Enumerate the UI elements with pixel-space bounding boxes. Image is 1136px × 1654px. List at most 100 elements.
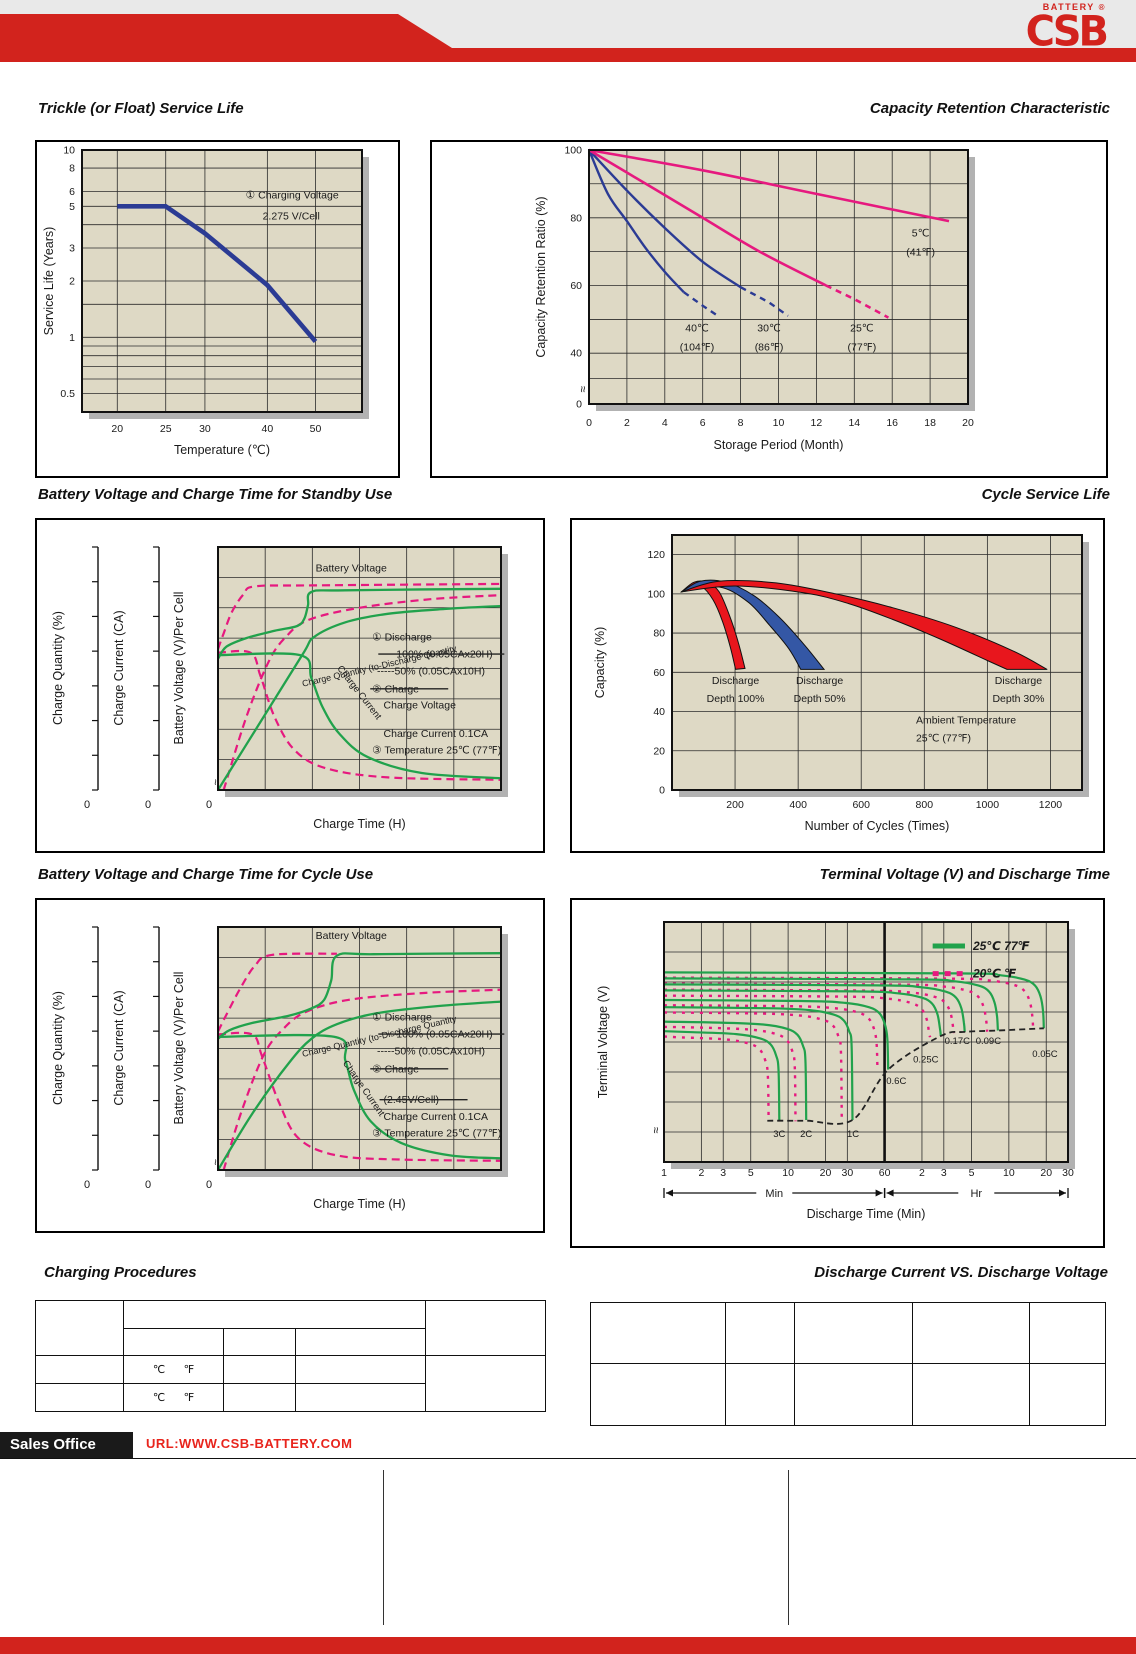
- company-url-link[interactable]: URL:WWW.CSB-BATTERY.COM: [146, 1436, 353, 1451]
- chart-label: Charge Current (CA): [112, 990, 126, 1105]
- table-cell: [35, 1300, 124, 1356]
- table-cell: [223, 1328, 296, 1356]
- chart-label: (41℉): [906, 246, 935, 258]
- plot-border: [217, 926, 502, 1171]
- x-axis-label: Charge Time (H): [313, 1197, 405, 1211]
- chart-label: Battery Voltage (V)/Per Cell: [172, 972, 186, 1125]
- y-tick-label: 3: [69, 242, 75, 254]
- c-rate-label: 0.05C: [1032, 1049, 1057, 1060]
- x-tick-label: 20: [820, 1167, 832, 1179]
- x-axis-label: Discharge Time (Min): [807, 1207, 926, 1221]
- series-retention-30c-proj: [740, 286, 789, 317]
- series-20c-2C: [663, 1025, 797, 1122]
- series-25c-0.09C: [663, 977, 999, 1031]
- x-axis-label: Temperature (℃): [174, 443, 270, 457]
- x-tick-label: 30: [841, 1167, 853, 1179]
- series-retention-30c: [588, 149, 742, 289]
- plot-border: [588, 149, 969, 405]
- x-axis-label: Storage Period (Month): [714, 438, 844, 452]
- series-charge-current-100pct: [217, 652, 502, 780]
- chart-capacity-canvas: 0 2 4 6 8 10 12 14 16 18 20 100 80 60 40 0 Storage Perio…: [534, 145, 975, 452]
- x-tick-label: 20: [111, 423, 123, 435]
- x-tick-label: 16: [886, 417, 898, 429]
- chart-label: Discharge: [712, 675, 759, 687]
- chart-label: 5℃: [912, 227, 930, 239]
- x-tick-label: 10: [782, 1167, 794, 1179]
- chart-terminal-canvas: 3C 2C 1C 0.6C 0.25C 0.17C 0.09C 0.05C 1 2 3 5 10 20 30…: [596, 921, 1075, 1221]
- x-tick-label: 4: [662, 417, 668, 429]
- table-cell: [1029, 1302, 1106, 1364]
- y-tick-label: 100: [564, 145, 582, 157]
- temp-units-cell: ℃ ℉: [123, 1383, 224, 1412]
- chart-cycle-use-canvas: Charge Time (H) Battery Voltage Charge Qua…: [51, 926, 508, 1211]
- chart-label: -----50% (0.05CAx10H): [377, 666, 485, 678]
- table-cell: [725, 1363, 795, 1426]
- chart-label: Charge Current 0.1CA: [384, 728, 488, 740]
- y-tick-label: 60: [570, 280, 582, 292]
- chart-label: (86℉): [755, 342, 784, 354]
- chart-label: Depth 100%: [707, 693, 765, 705]
- x-tick-label: 12: [811, 417, 823, 429]
- series-retention-25c: [588, 148, 827, 287]
- table-cell: [35, 1383, 124, 1412]
- plot-border: [217, 546, 502, 791]
- logo-wordmark: CSB: [1025, 7, 1109, 57]
- table-cell: [223, 1355, 296, 1384]
- x-tick-label: 6: [700, 417, 706, 429]
- band-discharge-depth-30pct: [680, 580, 1048, 670]
- csb-logo: BATTERY ® CSB: [982, 3, 1109, 57]
- table-cell: [223, 1383, 296, 1412]
- x-tick-label: 60: [879, 1167, 891, 1179]
- chart-label: ① Charging Voltage: [246, 189, 339, 201]
- chart-label: (77℉): [848, 342, 877, 354]
- plot-border: [81, 149, 363, 413]
- series-25c-3C: [663, 1030, 781, 1121]
- chart-label: Depth 30%: [992, 693, 1044, 705]
- x-tick-label: 25: [160, 423, 172, 435]
- y-axis-label: Capacity Retention Ratio (%): [534, 196, 548, 357]
- x-tick-label: 50: [310, 423, 322, 435]
- series-25c-2C: [663, 1020, 808, 1121]
- y-axis-label: Service Life (Years): [42, 227, 56, 336]
- x-tick-label: 1200: [1039, 799, 1063, 811]
- y-tick-label: 6: [69, 186, 75, 198]
- chart-trickle-canvas: 20 25 30 40 50 10 8 6 5 3 2 1 0.5 Temperature (℃) Serv…: [42, 145, 369, 457]
- y-tick-label: 0.5: [60, 388, 75, 400]
- title-trickle-service-life: Trickle (or Float) Service Life: [38, 100, 244, 117]
- chart-charge-time-standby: Charge Time (H) Battery Voltage Charge Qua…: [35, 518, 545, 853]
- series-20c-3C: [663, 1035, 770, 1122]
- footer-column-divider: [383, 1470, 384, 1625]
- table-cell: [912, 1363, 1030, 1426]
- series-battery-voltage-50pct: [217, 952, 337, 1032]
- x-tick-label: 8: [738, 417, 744, 429]
- chart-label: 0: [84, 1179, 90, 1191]
- footer-divider-line: [0, 1458, 1136, 1459]
- x-tick-label: 20: [962, 417, 974, 429]
- c-rate-label: 3C: [773, 1129, 785, 1140]
- x-axis-label: Charge Time (H): [313, 817, 405, 831]
- series-retention-40c-proj: [683, 291, 719, 317]
- x-tick-label: 30: [199, 423, 211, 435]
- title-cycle-service-life: Cycle Service Life: [981, 486, 1110, 503]
- y-axis-label: Capacity (%): [593, 627, 607, 699]
- series-charge-quantity-50pct: [222, 594, 502, 791]
- header-red-ribbon: [0, 14, 1136, 62]
- c-rate-label: 1C: [847, 1129, 859, 1140]
- table-cell: [294, 1355, 427, 1384]
- chart-label: 25℃: [850, 323, 873, 335]
- table-cell: [294, 1383, 427, 1412]
- series-20c-0.6C: [663, 1004, 879, 1071]
- table-cell: [294, 1328, 427, 1356]
- chart-label: Charge Voltage: [384, 700, 457, 712]
- chart-label: ③ Temperature 25℃ (77℉): [372, 1127, 501, 1139]
- x-axis-label: Number of Cycles (Times): [805, 819, 950, 833]
- x-tick-label: 200: [726, 799, 744, 811]
- chart-capacity-retention: 0 2 4 6 8 10 12 14 16 18 20 100 80 60 40 0 Storage Perio…: [430, 140, 1108, 478]
- chart-label: 25℃ (77℉): [916, 733, 971, 745]
- x-tick-label: 5: [969, 1167, 975, 1179]
- y-tick-label: 0: [659, 785, 665, 797]
- chart-label: Charge Quantity (%): [51, 611, 65, 725]
- series-charge-quantity-100pct: [217, 1000, 502, 1171]
- table-cell: [123, 1328, 224, 1356]
- series-battery-voltage-100pct: [217, 587, 502, 660]
